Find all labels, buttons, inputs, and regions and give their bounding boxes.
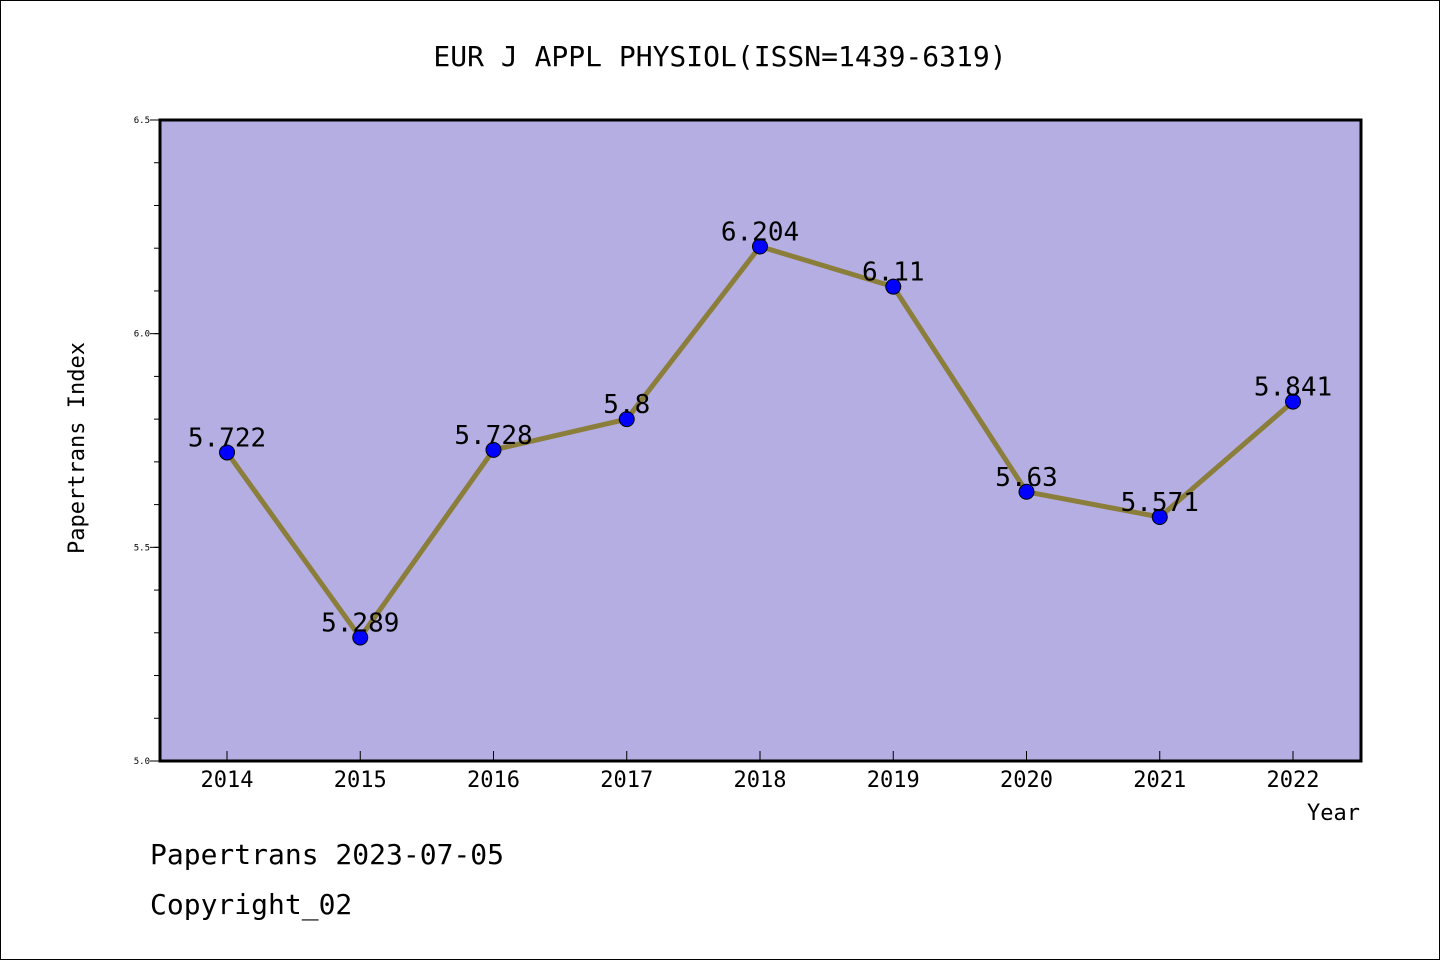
series-line-group: 5.722 5.289 5.728 5.8 6.204 6.11 5.63 5.571 5.84… [188, 217, 1332, 646]
x-tick-label: 2017 [600, 768, 653, 793]
y-tick-label: 5.0 [134, 757, 150, 767]
x-axis: 2014 2015 2016 2017 2018 2019 2020 2021 2022 [201, 751, 1320, 793]
data-value-label: 5.841 [1254, 373, 1332, 403]
footer-copyright: Copyright_02 [150, 888, 352, 922]
data-value-label: 6.204 [721, 217, 799, 247]
data-point-marker [618, 411, 635, 428]
data-value-label: 6.11 [862, 258, 925, 288]
y-axis-label: Papertrans Index [65, 342, 90, 554]
plot-area [158, 118, 1363, 763]
data-value-label: 5.8 [603, 390, 650, 420]
data-value-label: 5.571 [1121, 488, 1199, 518]
y-tick-label: 6.0 [134, 330, 150, 340]
x-tick-label: 2022 [1267, 768, 1320, 793]
y-tick-label: 6.5 [134, 116, 150, 126]
chart-title: EUR J APPL PHYSIOL(ISSN=1439-6319) [433, 40, 1006, 73]
data-point-marker [1285, 393, 1301, 410]
data-value-label: 5.63 [995, 463, 1058, 493]
x-tick-label: 2014 [201, 768, 254, 793]
data-point-marker [219, 444, 235, 461]
data-point-marker [1018, 483, 1035, 500]
data-value-label: 5.728 [454, 421, 532, 451]
x-tick-label: 2018 [734, 768, 787, 793]
x-tick-label: 2019 [867, 768, 920, 793]
data-point-marker [485, 441, 502, 458]
data-point-marker [885, 278, 902, 295]
data-value-label: 5.722 [188, 423, 266, 453]
x-tick-label: 2016 [467, 768, 520, 793]
data-point-marker [352, 629, 369, 646]
data-value-label: 5.289 [321, 609, 399, 639]
y-tick-label: 5.5 [134, 543, 150, 553]
x-tick-label: 2015 [334, 768, 387, 793]
x-tick-label: 2021 [1133, 768, 1186, 793]
data-point-marker [1151, 508, 1168, 525]
x-axis-label: Year [1307, 801, 1360, 826]
data-point-marker [752, 238, 768, 255]
x-tick-label: 2020 [1000, 768, 1053, 793]
y-axis: 5.0 5.5 6.0 6.5 [134, 116, 160, 767]
footer-date: Papertrans 2023-07-05 [150, 838, 504, 871]
